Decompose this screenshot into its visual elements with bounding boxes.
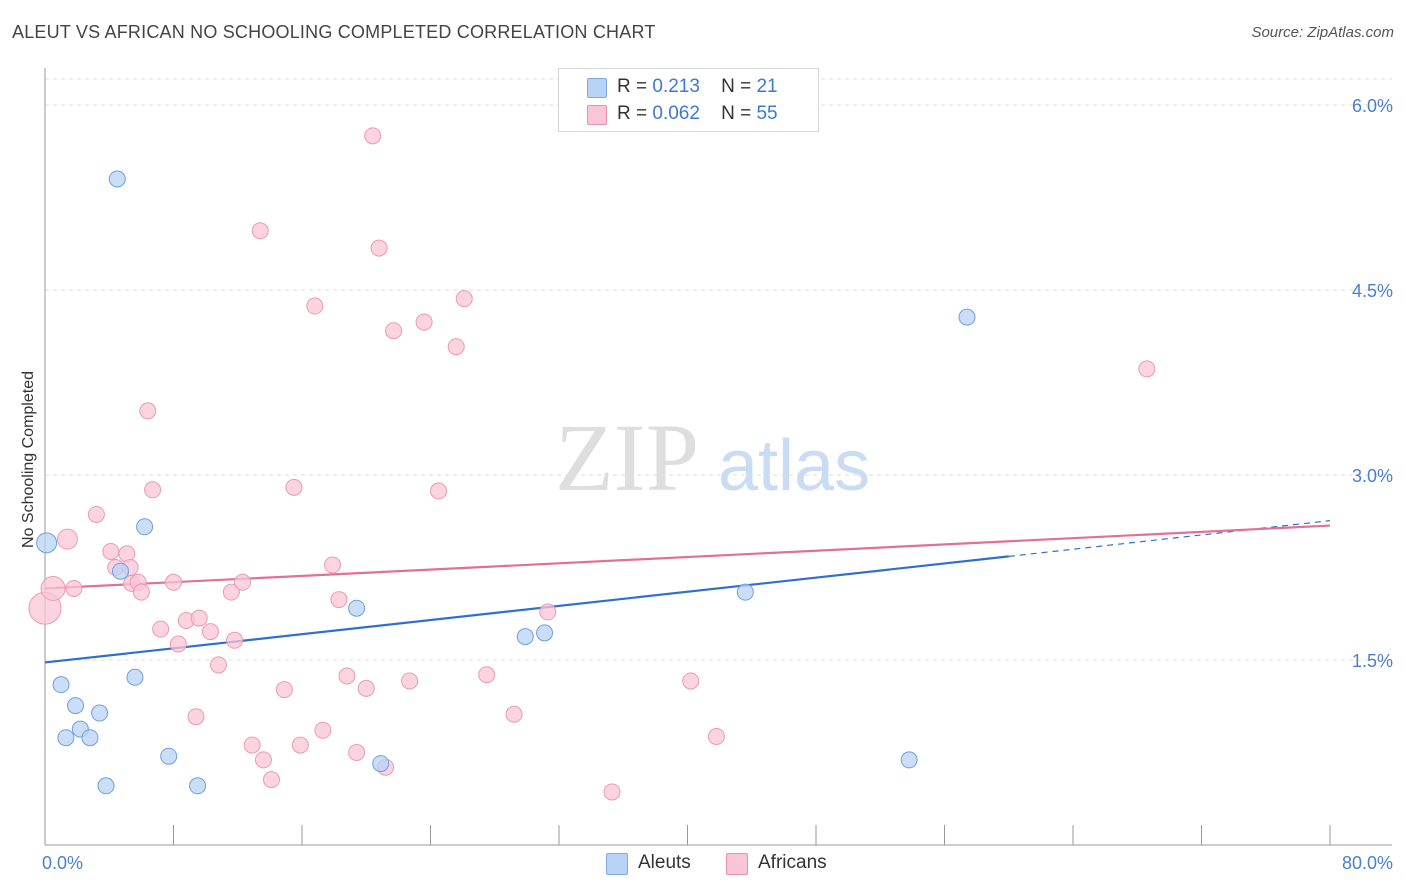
y-tick-label: 6.0% — [1352, 96, 1393, 116]
point-africans — [314, 721, 332, 739]
watermark-atlas: atlas — [718, 426, 870, 506]
point-aleuts — [57, 729, 75, 747]
point-africans — [357, 679, 375, 697]
point-africans — [201, 623, 219, 641]
legend-swatch-africans-bottom — [726, 853, 748, 875]
point-aleuts — [160, 747, 178, 765]
point-aleuts — [536, 624, 554, 642]
point-africans — [251, 222, 269, 240]
point-aleuts — [108, 170, 126, 188]
point-africans — [152, 620, 170, 638]
point-africans — [682, 672, 700, 690]
point-africans — [285, 478, 303, 496]
point-africans — [330, 591, 348, 609]
y-tick-labels: 1.5% 3.0% 4.5% 6.0% — [1352, 96, 1393, 671]
y-tick-label: 3.0% — [1352, 466, 1393, 486]
watermark: ZIP atlas — [555, 404, 870, 511]
x-tick-labels: 0.0% 80.0% — [42, 853, 1393, 873]
point-africans — [40, 575, 66, 601]
point-africans — [262, 771, 280, 789]
y-axis-label: No Schooling Completed — [20, 371, 37, 548]
point-aleuts — [736, 583, 754, 601]
point-aleuts — [97, 777, 115, 795]
point-africans — [603, 783, 621, 801]
point-aleuts — [111, 562, 129, 580]
point-africans — [447, 338, 465, 356]
point-aleuts — [900, 751, 918, 769]
chart-title: ALEUT VS AFRICAN NO SCHOOLING COMPLETED … — [12, 22, 656, 42]
point-aleuts — [91, 704, 109, 722]
point-africans — [209, 656, 227, 674]
point-africans — [190, 609, 208, 627]
point-africans — [401, 672, 419, 690]
point-africans — [254, 751, 272, 769]
point-africans — [324, 556, 342, 574]
point-africans — [306, 297, 324, 315]
point-africans — [275, 681, 293, 699]
point-africans — [222, 583, 240, 601]
legend-swatch-aleuts-bottom — [606, 853, 628, 875]
point-africans — [243, 736, 261, 754]
point-africans — [234, 573, 252, 591]
point-africans — [169, 635, 187, 653]
grid-lines — [45, 78, 1392, 661]
point-aleuts — [516, 628, 534, 646]
point-africans — [707, 727, 725, 745]
x-tick-label-start: 0.0% — [42, 853, 83, 873]
watermark-zip: ZIP — [555, 404, 699, 511]
point-aleuts — [67, 697, 85, 715]
x-tick-label-end: 80.0% — [1342, 853, 1393, 873]
point-africans — [364, 127, 382, 145]
trend-extension-aleuts — [1008, 520, 1331, 557]
legend-stats-aleuts: R = 0.213 N = 21 — [617, 76, 778, 97]
point-africans — [478, 666, 496, 684]
point-africans — [65, 579, 83, 597]
point-africans — [139, 402, 157, 420]
point-africans — [291, 736, 309, 754]
point-africans — [1138, 360, 1156, 378]
y-tick-label: 1.5% — [1352, 651, 1393, 671]
point-africans — [226, 631, 244, 649]
point-africans — [385, 322, 403, 340]
point-aleuts — [52, 676, 70, 694]
point-africans — [187, 708, 205, 726]
point-africans — [132, 583, 150, 601]
point-africans — [348, 744, 366, 761]
legend-label-aleuts: Aleuts — [638, 852, 691, 873]
legend-label-africans: Africans — [758, 852, 827, 873]
point-africans — [430, 482, 448, 500]
point-aleuts — [126, 668, 144, 686]
point-aleuts — [958, 308, 976, 326]
point-africans — [370, 239, 388, 257]
point-africans — [415, 313, 433, 331]
legend-swatch-aleuts — [587, 78, 607, 98]
point-aleuts — [36, 532, 58, 554]
data-points — [28, 127, 1156, 801]
trend-line-africans — [44, 524, 1331, 590]
legend-swatch-africans — [587, 105, 607, 125]
point-aleuts — [81, 729, 99, 747]
point-africans — [102, 542, 120, 560]
point-aleuts — [136, 518, 154, 536]
trend-line-aleuts — [44, 555, 1009, 664]
point-aleuts — [372, 755, 390, 773]
axes — [44, 68, 1392, 846]
point-africans — [56, 528, 78, 550]
point-africans — [87, 505, 105, 523]
point-africans — [539, 603, 557, 621]
point-aleuts — [348, 599, 366, 617]
point-africans — [455, 290, 473, 308]
point-aleuts — [189, 777, 207, 795]
legend-stats-africans: R = 0.062 N = 55 — [617, 103, 778, 124]
point-africans — [144, 481, 162, 499]
point-africans — [338, 667, 356, 685]
y-tick-label: 4.5% — [1352, 281, 1393, 301]
point-africans — [505, 705, 523, 723]
trend-lines — [44, 520, 1331, 664]
source-label: Source: ZipAtlas.com — [1251, 24, 1394, 41]
point-africans — [165, 573, 182, 591]
stats-legend: R = 0.213 N = 21 R = 0.062 N = 55 — [558, 68, 819, 132]
